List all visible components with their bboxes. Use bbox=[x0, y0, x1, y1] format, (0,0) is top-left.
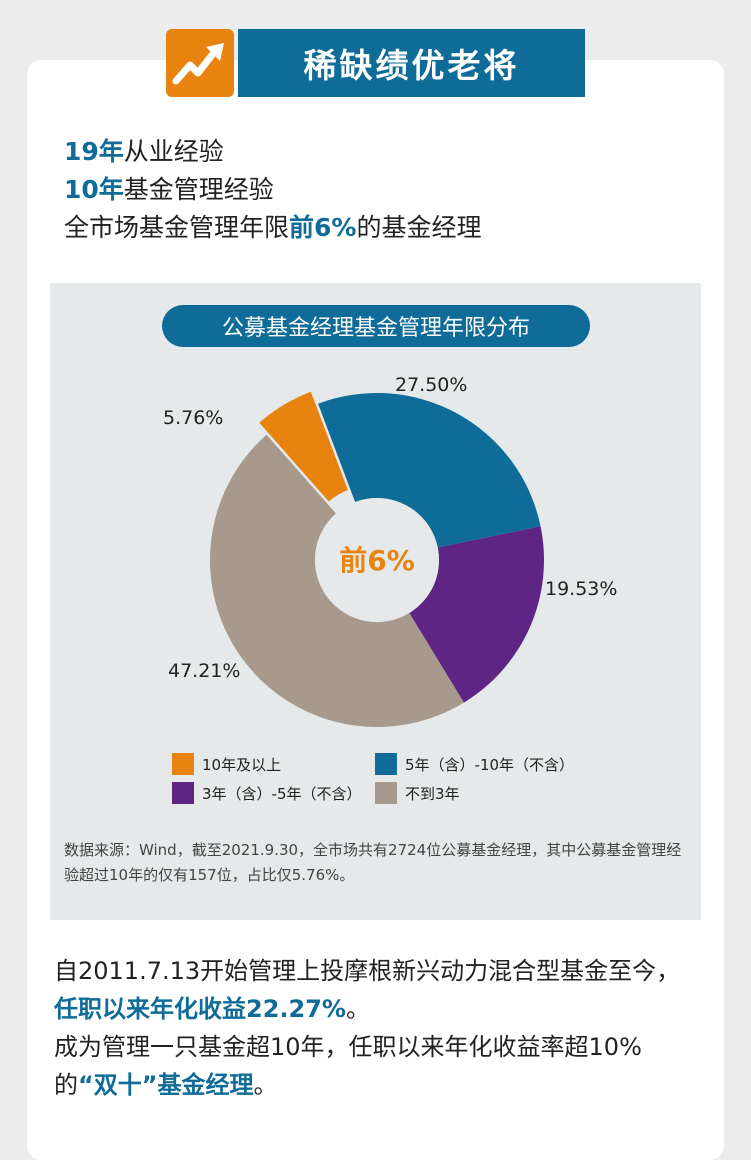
legend-swatch bbox=[375, 782, 397, 804]
donut-center-label: 前6% bbox=[339, 544, 415, 577]
slice-3to5 bbox=[409, 526, 544, 703]
legend-item-10plus: 10年及以上 bbox=[172, 753, 281, 775]
slice-under3 bbox=[209, 434, 464, 728]
stat-line-management: 10年基金管理经验 bbox=[64, 175, 274, 204]
data-source-note: 数据来源：Wind，截至2021.9.30，全市场共有2724位公募基金经理，其… bbox=[64, 841, 682, 884]
trend-up-icon bbox=[166, 29, 234, 97]
legend-item-under3: 不到3年 bbox=[375, 782, 460, 804]
donut-chart: 前6% bbox=[209, 391, 544, 728]
legend-swatch bbox=[172, 753, 194, 775]
body-line-2: 成为管理一只基金超10年，任职以来年化收益率超10%的“双十”基金经理。 bbox=[54, 1033, 642, 1099]
donut-hole bbox=[315, 498, 439, 622]
legend-swatch bbox=[172, 782, 194, 804]
slice-5to10 bbox=[318, 393, 541, 548]
stats-block: 19年从业经验 10年基金管理经验 全市场基金管理年限前6%的基金经理 bbox=[64, 133, 481, 247]
legend-item-3to5: 3年（含）-5年（不含） bbox=[172, 782, 362, 804]
stat-line-experience: 19年从业经验 bbox=[64, 137, 224, 166]
legend-swatch bbox=[375, 753, 397, 775]
slice-label-5to10: 27.50% bbox=[395, 374, 468, 396]
slice-label-10plus: 5.76% bbox=[163, 407, 224, 429]
stat-line-rank: 全市场基金管理年限前6%的基金经理 bbox=[64, 213, 482, 242]
body-line-1: 自2011.7.13开始管理上投摩根新兴动力混合型基金至今，任职以来年化收益22… bbox=[54, 957, 681, 1023]
slice-10plus bbox=[259, 391, 348, 502]
chart-panel: 公募基金经理基金管理年限分布 前6% 5.76% 27.50% 19.53% 4… bbox=[50, 283, 701, 920]
legend-item-5to10: 5年（含）-10年（不含） bbox=[375, 753, 574, 775]
slice-label-under3: 47.21% bbox=[168, 660, 241, 682]
slice-label-3to5: 19.53% bbox=[545, 578, 618, 600]
body-paragraph: 自2011.7.13开始管理上投摩根新兴动力混合型基金至今，任职以来年化收益22… bbox=[54, 952, 704, 1104]
page-title: 稀缺绩优老将 bbox=[238, 29, 585, 97]
chart-title: 公募基金经理基金管理年限分布 bbox=[162, 305, 590, 347]
